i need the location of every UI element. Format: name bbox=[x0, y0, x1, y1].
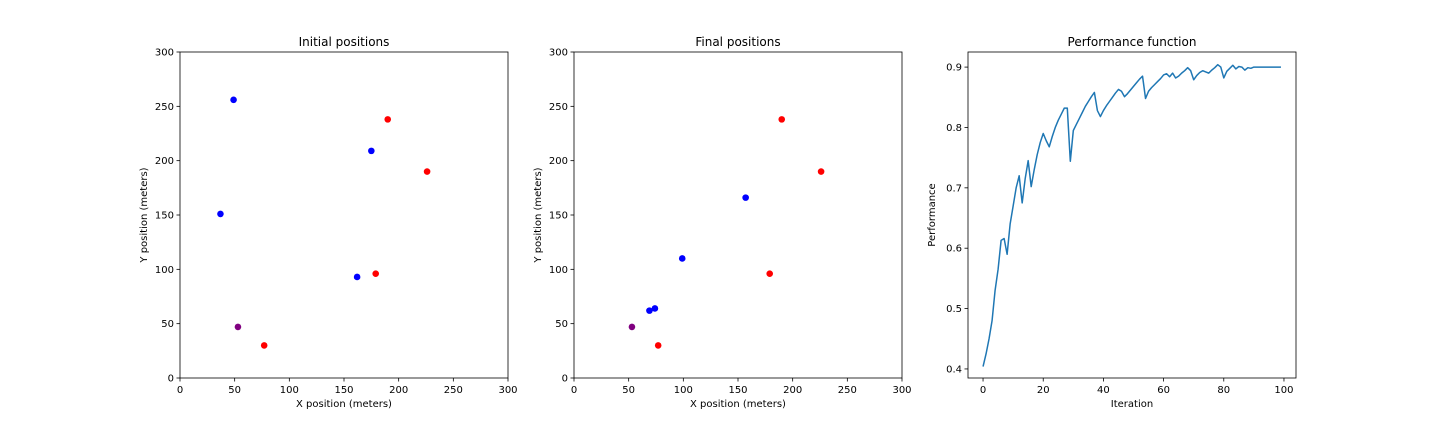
x-tick-label: 100 bbox=[674, 385, 693, 396]
scatter-point bbox=[778, 116, 786, 123]
scatter-point bbox=[234, 323, 242, 331]
scatter-point bbox=[742, 194, 749, 201]
final-positions-panel: Final positions X position (meters) Y po… bbox=[533, 35, 912, 410]
performance-function-panel: Performance function Iteration Performan… bbox=[927, 35, 1297, 410]
y-tick-label: 0.5 bbox=[946, 304, 962, 315]
chart-title: Final positions bbox=[695, 35, 780, 49]
x-axis-label: X position (meters) bbox=[296, 399, 392, 410]
y-axis-label: Performance bbox=[927, 183, 938, 246]
x-tick-label: 300 bbox=[498, 385, 517, 396]
x-tick-label: 0 bbox=[571, 385, 577, 396]
axes-frame bbox=[573, 51, 903, 379]
chart-title: Initial positions bbox=[299, 35, 390, 49]
y-tick-label: 300 bbox=[549, 48, 568, 59]
x-tick-label: 80 bbox=[1217, 385, 1230, 396]
y-tick-label: 250 bbox=[549, 102, 568, 113]
x-tick-label: 50 bbox=[622, 385, 635, 396]
x-tick-label: 100 bbox=[280, 385, 299, 396]
x-tick-label: 200 bbox=[783, 385, 802, 396]
scatter-point bbox=[368, 147, 375, 155]
y-tick-label: 0.9 bbox=[946, 63, 962, 74]
axes-frame bbox=[967, 51, 1297, 379]
scatter-point bbox=[651, 305, 659, 312]
y-tick-label: 150 bbox=[549, 211, 568, 222]
scatter-point bbox=[353, 273, 361, 281]
y-tick-label: 0 bbox=[562, 374, 568, 385]
y-tick-label: 200 bbox=[549, 156, 568, 167]
y-axis-label: Y position (meters) bbox=[139, 167, 150, 263]
scatter-point bbox=[646, 307, 653, 314]
x-tick-label: 250 bbox=[838, 385, 857, 396]
x-tick-label: 150 bbox=[728, 385, 747, 396]
x-tick-label: 40 bbox=[1097, 385, 1110, 396]
scatter-point bbox=[372, 270, 380, 277]
scatter-point bbox=[217, 210, 224, 218]
y-tick-label: 0.4 bbox=[946, 364, 962, 375]
y-tick-label: 100 bbox=[155, 265, 174, 276]
x-tick-label: 50 bbox=[228, 385, 241, 396]
y-tick-label: 250 bbox=[155, 102, 174, 113]
scatter-point bbox=[230, 96, 237, 104]
y-tick-label: 0.7 bbox=[946, 183, 962, 194]
x-tick-label: 250 bbox=[444, 385, 463, 396]
x-axis-label: X position (meters) bbox=[690, 399, 786, 410]
y-tick-label: 0.8 bbox=[946, 123, 962, 134]
x-tick-label: 0 bbox=[980, 385, 986, 396]
x-axis-label: Iteration bbox=[1111, 399, 1153, 410]
y-tick-label: 50 bbox=[555, 319, 568, 330]
chart-title: Performance function bbox=[1068, 35, 1197, 49]
x-tick-label: 60 bbox=[1157, 385, 1170, 396]
scatter-point bbox=[817, 168, 825, 175]
performance-line bbox=[982, 63, 1281, 367]
scatter-point bbox=[423, 168, 431, 175]
y-tick-label: 150 bbox=[155, 211, 174, 222]
scatter-point bbox=[260, 342, 268, 349]
y-tick-label: 300 bbox=[155, 48, 174, 59]
scatter-point bbox=[766, 270, 774, 277]
initial-positions-panel: Initial positions X position (meters) Y … bbox=[139, 35, 518, 410]
y-tick-label: 100 bbox=[549, 265, 568, 276]
x-tick-label: 100 bbox=[1274, 385, 1293, 396]
axes-frame bbox=[179, 51, 509, 379]
x-tick-label: 150 bbox=[334, 385, 353, 396]
x-tick-label: 300 bbox=[892, 385, 911, 396]
y-tick-label: 200 bbox=[155, 156, 174, 167]
x-tick-label: 200 bbox=[389, 385, 408, 396]
y-tick-label: 0.6 bbox=[946, 244, 962, 255]
x-tick-label: 20 bbox=[1037, 385, 1050, 396]
scatter-point bbox=[654, 342, 662, 349]
scatter-point bbox=[628, 323, 636, 331]
y-tick-label: 0 bbox=[168, 374, 174, 385]
x-tick-label: 0 bbox=[177, 385, 183, 396]
scatter-point bbox=[384, 116, 392, 123]
scatter-point bbox=[678, 255, 686, 262]
y-axis-label: Y position (meters) bbox=[533, 167, 544, 263]
y-tick-label: 50 bbox=[161, 319, 174, 330]
